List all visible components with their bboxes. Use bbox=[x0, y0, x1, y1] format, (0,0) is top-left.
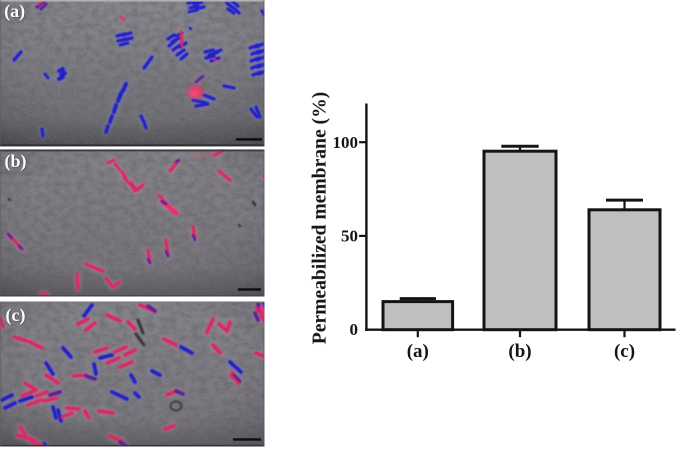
svg-text:(c): (c) bbox=[6, 305, 26, 326]
svg-text:(b): (b) bbox=[508, 341, 531, 362]
svg-text:(c): (c) bbox=[6, 306, 26, 327]
svg-text:(c): (c) bbox=[614, 341, 635, 362]
svg-text:(b): (b) bbox=[5, 151, 27, 172]
svg-text:(a): (a) bbox=[5, 2, 26, 23]
svg-text:0: 0 bbox=[350, 320, 359, 339]
svg-text:(b): (b) bbox=[5, 152, 27, 173]
svg-text:50: 50 bbox=[341, 227, 358, 246]
svg-text:(a): (a) bbox=[407, 341, 429, 362]
svg-text:(a): (a) bbox=[4, 1, 25, 22]
svg-text:Permeabilized membrane (%): Permeabilized membrane (%) bbox=[310, 92, 331, 344]
svg-text:100: 100 bbox=[333, 133, 359, 152]
